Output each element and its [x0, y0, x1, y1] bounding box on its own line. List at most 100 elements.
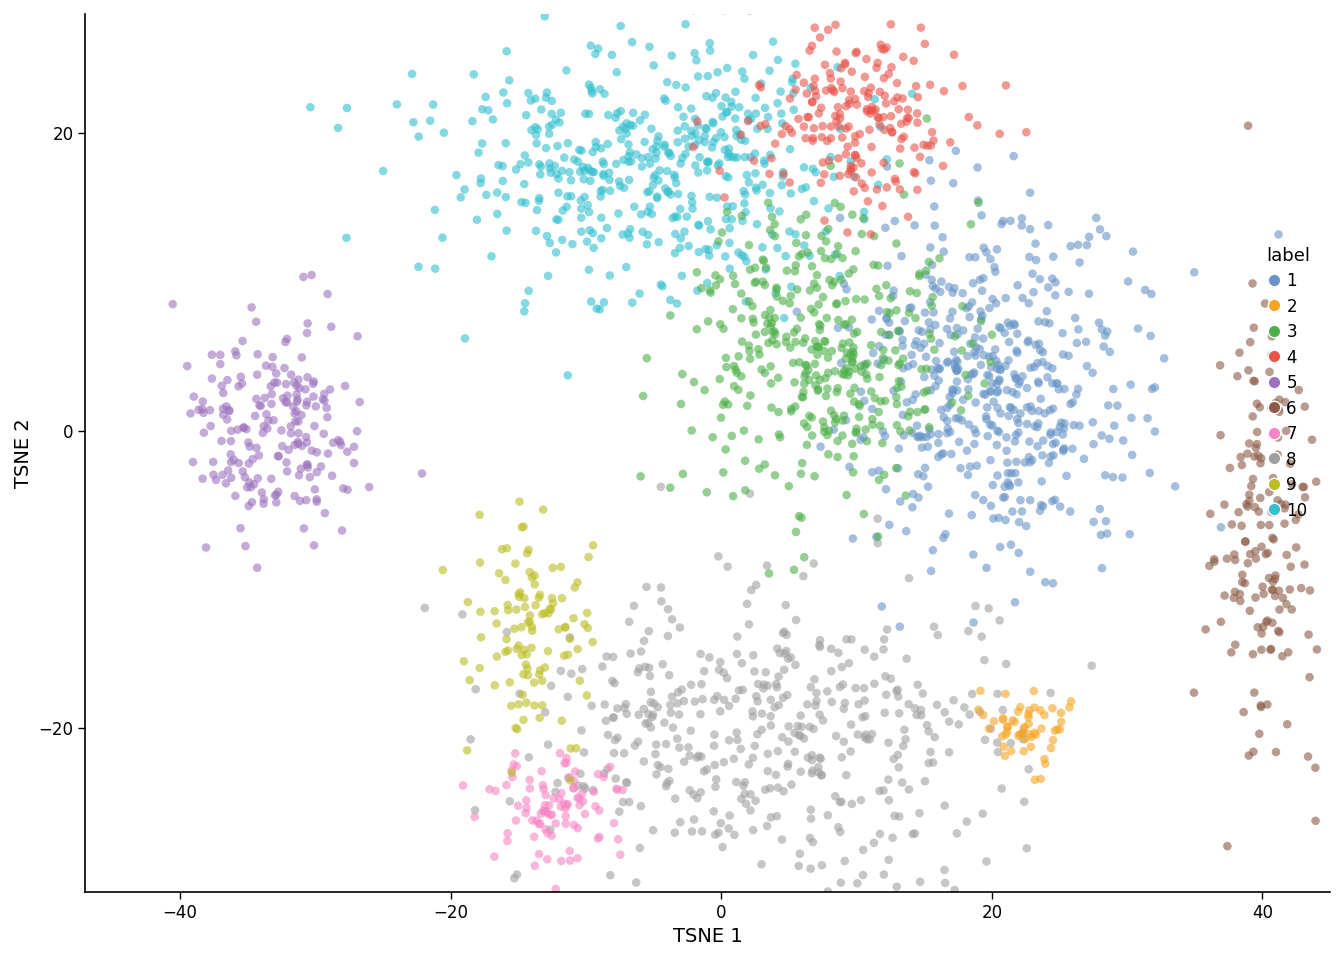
1 [1019, 250, 1040, 265]
3 [843, 465, 864, 480]
7 [556, 797, 578, 812]
9 [530, 588, 551, 603]
1 [1005, 371, 1027, 386]
6 [1239, 493, 1261, 509]
6 [1249, 399, 1270, 415]
3 [728, 348, 750, 364]
3 [763, 324, 785, 339]
4 [775, 118, 797, 133]
8 [761, 692, 782, 708]
5 [280, 419, 301, 434]
1 [867, 356, 888, 372]
8 [738, 756, 759, 772]
8 [687, 750, 708, 765]
1 [888, 441, 910, 456]
9 [563, 611, 585, 626]
4 [870, 37, 891, 53]
8 [882, 830, 903, 846]
7 [521, 813, 543, 828]
8 [986, 735, 1008, 751]
3 [888, 156, 910, 171]
1 [919, 322, 941, 337]
1 [978, 369, 1000, 384]
5 [231, 375, 253, 391]
10 [734, 71, 755, 86]
1 [960, 336, 981, 351]
1 [943, 382, 965, 397]
3 [832, 428, 853, 444]
8 [757, 558, 778, 573]
4 [853, 180, 875, 196]
8 [714, 692, 735, 708]
10 [540, 107, 562, 122]
6 [1246, 424, 1267, 440]
8 [876, 622, 898, 637]
4 [835, 57, 856, 72]
10 [488, 157, 509, 173]
8 [851, 792, 872, 807]
3 [831, 272, 852, 287]
10 [539, 160, 560, 176]
3 [765, 228, 786, 244]
6 [1228, 505, 1250, 520]
1 [969, 272, 991, 287]
4 [907, 182, 929, 198]
1 [1038, 358, 1059, 373]
6 [1305, 760, 1327, 776]
6 [1270, 496, 1292, 512]
9 [485, 615, 507, 631]
10 [648, 173, 669, 188]
1 [946, 321, 968, 336]
5 [286, 394, 308, 409]
3 [716, 204, 738, 220]
1 [997, 474, 1019, 490]
8 [659, 773, 680, 788]
8 [694, 663, 715, 679]
10 [527, 203, 548, 218]
5 [286, 387, 308, 402]
1 [984, 342, 1005, 357]
8 [681, 824, 703, 839]
10 [716, 60, 738, 76]
1 [902, 356, 923, 372]
4 [989, 126, 1011, 141]
1 [1000, 466, 1021, 481]
1 [982, 511, 1004, 526]
10 [664, 170, 685, 185]
1 [964, 436, 985, 451]
8 [798, 719, 820, 734]
10 [620, 145, 641, 160]
3 [886, 390, 907, 405]
1 [977, 428, 999, 444]
10 [660, 292, 681, 307]
1 [871, 599, 892, 614]
10 [827, 60, 848, 75]
1 [1005, 343, 1027, 358]
10 [726, 122, 747, 137]
6 [1297, 749, 1318, 764]
1 [1024, 236, 1046, 252]
6 [1249, 504, 1270, 519]
10 [538, 268, 559, 283]
10 [638, 183, 660, 199]
1 [899, 300, 921, 316]
1 [1043, 249, 1064, 264]
5 [224, 344, 246, 359]
1 [868, 303, 890, 319]
8 [650, 479, 672, 494]
8 [710, 655, 731, 670]
8 [624, 598, 645, 613]
6 [1258, 570, 1279, 586]
5 [359, 479, 380, 494]
1 [1184, 265, 1206, 280]
3 [765, 468, 786, 483]
4 [845, 45, 867, 60]
1 [966, 160, 988, 176]
4 [868, 110, 890, 126]
3 [793, 384, 814, 399]
5 [238, 498, 259, 514]
2 [973, 708, 995, 723]
3 [809, 323, 831, 338]
3 [793, 549, 814, 564]
5 [211, 433, 233, 448]
